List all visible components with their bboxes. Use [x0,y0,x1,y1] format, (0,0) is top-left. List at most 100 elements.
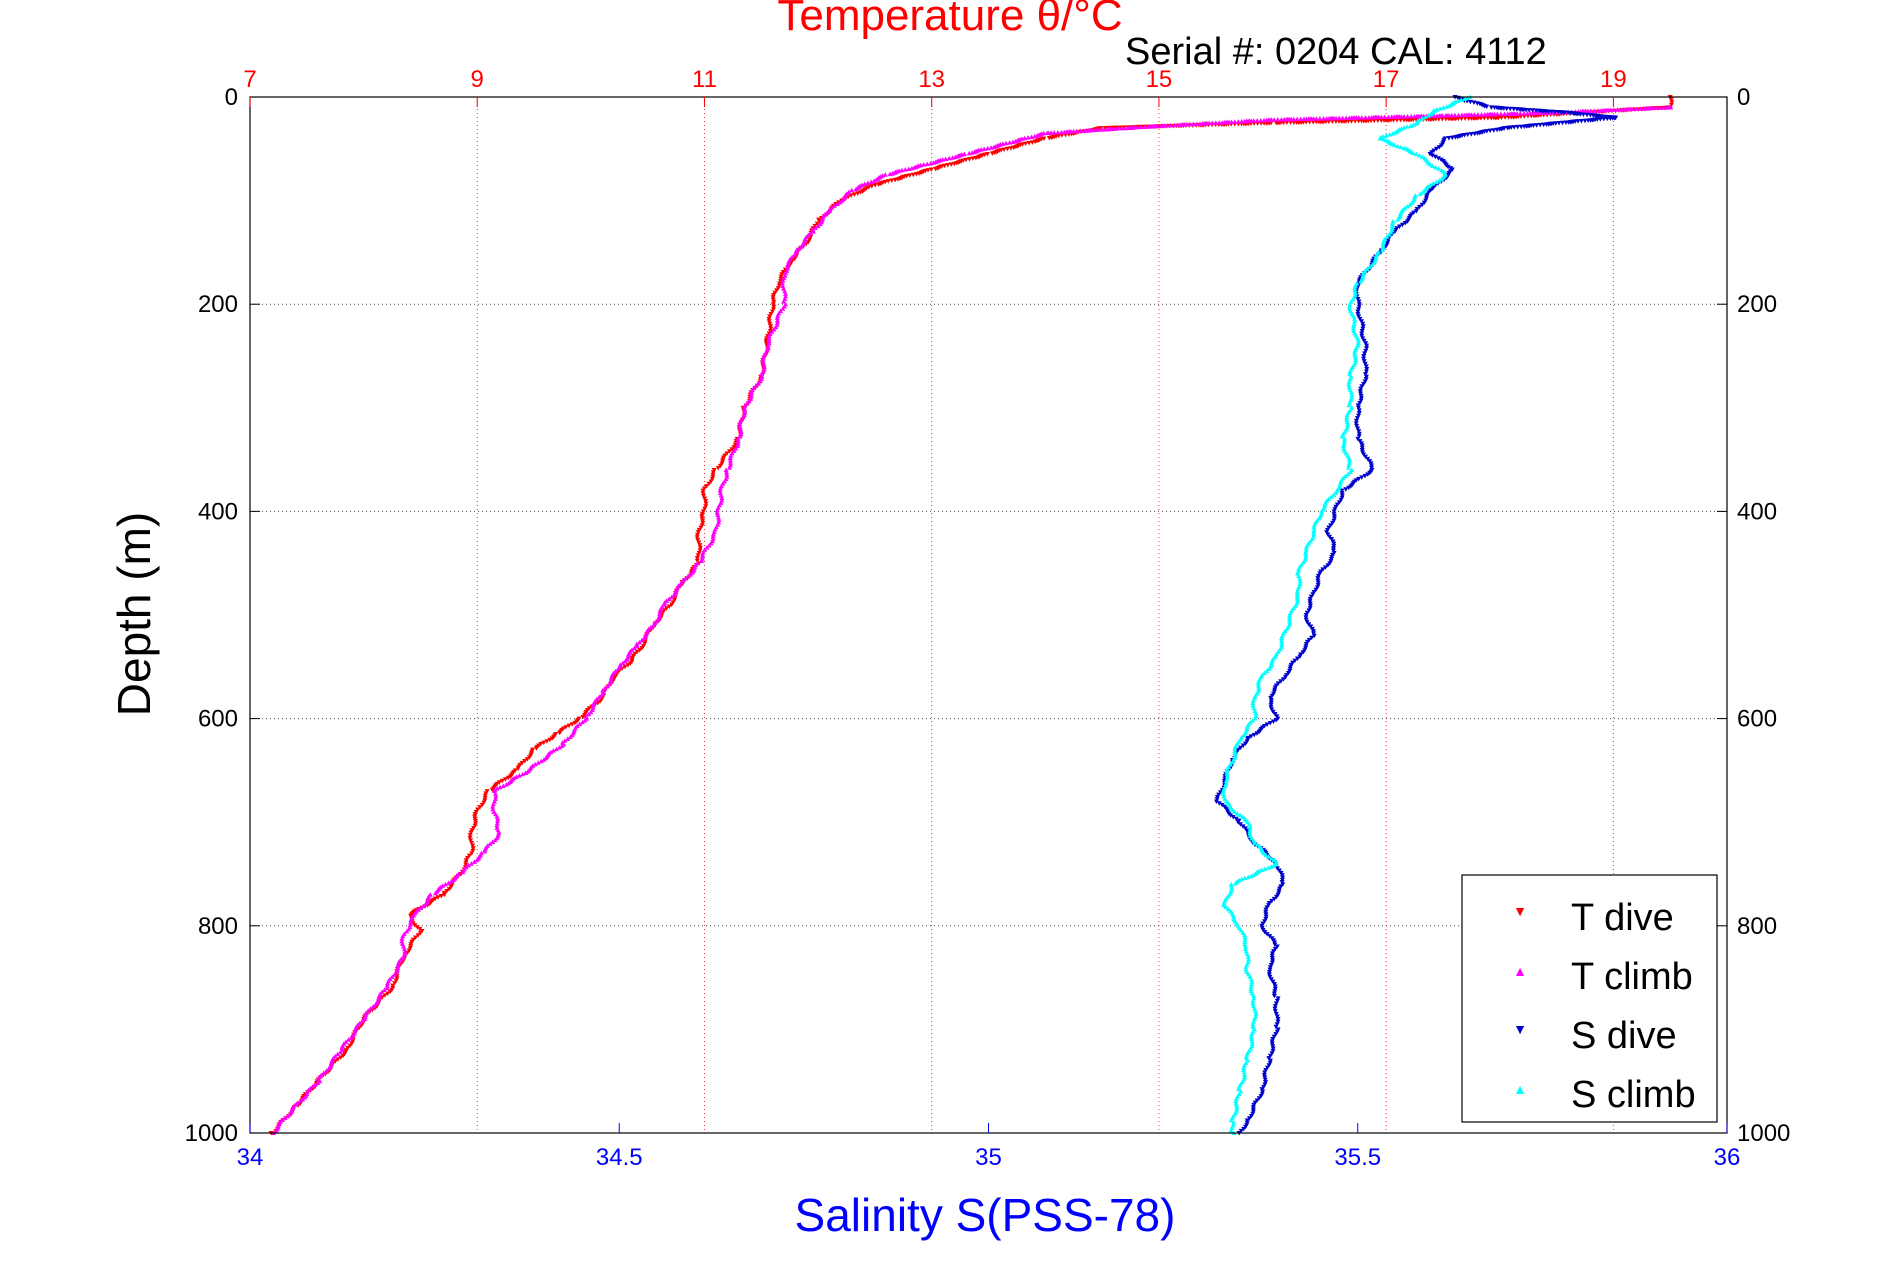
data-point [1214,797,1220,802]
data-point [1307,596,1313,602]
data-point [1270,709,1276,715]
data-point [1324,527,1330,533]
data-point [1341,443,1347,449]
data-point [1262,1075,1268,1080]
data-point [697,545,703,551]
data-point [1352,283,1358,288]
data-point [671,598,677,603]
data-point [503,782,509,787]
data-point [1326,496,1332,501]
data-point [1363,374,1369,380]
data-point [1230,912,1236,918]
data-point [414,925,420,930]
data-point [1294,591,1300,597]
data-point [463,858,469,863]
data-point [664,606,670,611]
data-point [1220,791,1226,796]
data-point [1404,124,1410,129]
data-point [928,160,934,166]
data-point [1360,272,1366,278]
data-point [1362,361,1368,367]
data-point [737,422,743,427]
data-point [622,658,628,664]
data-point [1352,355,1358,360]
data-point [1269,707,1275,712]
data-point [1220,788,1226,794]
data-point [1562,110,1568,116]
data-point [1615,107,1621,112]
data-point [1430,181,1436,186]
data-point [482,848,488,854]
data-point [1420,189,1426,195]
data-point [1334,502,1340,507]
data-point [815,223,821,229]
data-point [1224,771,1230,776]
data-point [1294,596,1300,601]
data-point [1250,718,1256,723]
data-point [1242,944,1248,949]
data-point [1580,112,1586,118]
data-point [1317,571,1323,577]
data-point [1355,340,1361,346]
data-point [700,520,706,526]
data-point [395,961,401,966]
data-point [1248,983,1254,989]
data-point [1444,104,1450,109]
data-point [814,221,820,227]
data-point [1224,769,1230,774]
data-point [373,1002,379,1007]
legend-marker-t-dive: ▼ [1513,903,1527,919]
data-point [1315,578,1321,583]
data-point [1270,1036,1276,1042]
data-point [714,507,720,513]
data-point [1254,731,1260,736]
data-point [1241,732,1247,738]
data-point [408,919,414,925]
data-point [729,447,735,452]
data-point [1397,224,1403,229]
data-point [370,1004,376,1009]
serial-annotation: Serial #: 0204 CAL: 4112 [1125,31,1547,73]
data-point [1345,422,1351,427]
data-point [1364,346,1370,351]
data-point [631,645,637,650]
data-point [1517,111,1523,116]
data-point [1524,110,1530,116]
data-point [1236,1086,1242,1092]
data-point [770,302,776,307]
data-point [766,316,772,322]
data-point [1435,156,1441,161]
data-point [1354,423,1360,429]
data-point [768,311,774,317]
data-point [1232,752,1238,758]
data-point [1556,121,1562,126]
data-point [783,293,789,299]
data-point [1237,812,1243,818]
data-point [1352,350,1358,355]
data-point [1255,681,1261,687]
data-point [470,848,476,854]
data-point [1346,381,1352,387]
data-point [1363,364,1369,369]
data-point [1267,721,1273,726]
data-point [1352,318,1358,324]
data-point [1267,967,1273,973]
x-bottom-tick-label: 35 [975,1144,1002,1171]
data-point [766,333,772,339]
x-bottom-tick-label: 36 [1714,1144,1741,1171]
data-point [1253,1011,1259,1016]
data-point [1249,1041,1255,1046]
data-point [1347,301,1353,307]
data-point [698,525,704,531]
data-point [1175,122,1181,128]
data-point [1459,112,1465,118]
data-point [1190,121,1196,127]
data-point [748,391,754,397]
data-point [1296,566,1302,571]
data-point [471,859,477,864]
data-point [767,314,773,319]
data-point [310,1084,316,1089]
data-point [1237,822,1243,827]
data-point [1506,115,1512,120]
data-point [766,338,772,344]
